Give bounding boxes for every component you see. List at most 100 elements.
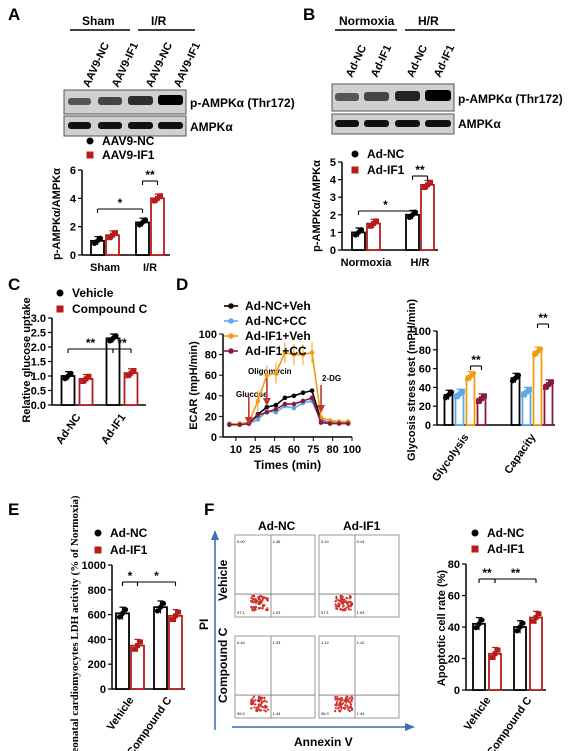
flow-event bbox=[260, 701, 263, 705]
data-point bbox=[460, 388, 465, 394]
legend-marker bbox=[351, 166, 359, 174]
flow-event bbox=[343, 704, 347, 707]
y-axis-label: Neonatal cardiomyocytes LDH activity (% … bbox=[69, 495, 81, 751]
flow-event bbox=[345, 697, 348, 700]
flow-event bbox=[337, 605, 341, 608]
flow-event bbox=[348, 595, 352, 598]
bar bbox=[465, 375, 476, 426]
data-point bbox=[520, 620, 526, 626]
blot-band bbox=[425, 90, 451, 101]
flow-event bbox=[348, 709, 351, 712]
series-line bbox=[229, 351, 349, 426]
flow-row-label: Compound C bbox=[216, 627, 230, 703]
data-point bbox=[345, 421, 351, 426]
x-tick-label: Vehicle bbox=[462, 695, 494, 733]
y-tick-label: 60 bbox=[205, 370, 217, 382]
panel-letter-d: D bbox=[176, 275, 188, 294]
significance-label: ** bbox=[471, 353, 481, 367]
data-point bbox=[482, 393, 487, 399]
x-axis-label: Times (min) bbox=[254, 458, 321, 472]
data-point bbox=[227, 422, 232, 427]
blot-band bbox=[335, 120, 359, 127]
flow-event bbox=[343, 699, 346, 703]
flow-x-arrowhead bbox=[405, 723, 415, 731]
legend-label: Ad-IF1 bbox=[487, 542, 525, 556]
x-tick-label: Compound C bbox=[485, 695, 534, 751]
quadrant-value: 1.44 bbox=[357, 711, 366, 716]
flow-event bbox=[250, 596, 253, 600]
y-tick-label: 20 bbox=[448, 654, 460, 666]
flow-event bbox=[252, 606, 255, 609]
data-point bbox=[125, 373, 131, 379]
bar bbox=[543, 383, 554, 426]
flow-event bbox=[257, 703, 260, 706]
significance-label: ** bbox=[538, 311, 548, 325]
flow-event bbox=[256, 699, 260, 702]
flow-event bbox=[350, 700, 353, 703]
data-point bbox=[237, 422, 243, 427]
data-point bbox=[300, 398, 306, 404]
legend-marker bbox=[228, 348, 234, 354]
flow-event bbox=[258, 600, 261, 603]
data-point bbox=[479, 617, 485, 623]
y-tick-label: 0.5 bbox=[31, 386, 46, 398]
flow-event bbox=[339, 709, 342, 712]
data-point bbox=[113, 230, 118, 236]
significance-label: * bbox=[383, 198, 388, 212]
blot-b-total-label: AMPKα bbox=[458, 117, 501, 131]
x-tick-label: 60 bbox=[288, 444, 300, 456]
legend-marker bbox=[94, 546, 102, 554]
legend-marker bbox=[471, 545, 479, 553]
data-point bbox=[255, 413, 261, 418]
bar bbox=[168, 614, 183, 690]
2dg-annotation: 2-DG bbox=[322, 374, 341, 383]
flow-event bbox=[266, 607, 269, 610]
y-tick-label: 4 bbox=[70, 193, 77, 205]
flow-event bbox=[349, 608, 352, 611]
data-point bbox=[514, 628, 520, 634]
panel-letter-e: E bbox=[8, 500, 19, 519]
data-point bbox=[448, 389, 455, 395]
data-point bbox=[135, 643, 140, 649]
y-tick-label: 2 bbox=[70, 222, 76, 234]
flow-event bbox=[343, 707, 346, 710]
data-point bbox=[517, 624, 523, 630]
legend-label: Ad-NC+Veh bbox=[245, 299, 311, 313]
bar bbox=[135, 221, 150, 256]
data-point bbox=[537, 346, 544, 352]
panel-letter-b: B bbox=[303, 5, 315, 24]
flow-event bbox=[266, 708, 270, 711]
panel-letter-a: A bbox=[8, 5, 20, 24]
flow-event bbox=[252, 594, 255, 597]
quadrant-value: 0.14 bbox=[357, 539, 366, 544]
y-tick-label: 80 bbox=[419, 345, 431, 357]
blot-a-group-sham: Sham bbox=[82, 14, 115, 28]
quadrant-value: 1.93 bbox=[273, 610, 282, 615]
flow-event bbox=[334, 707, 337, 710]
data-point bbox=[264, 404, 270, 410]
legend-label: Ad-IF1 bbox=[110, 543, 148, 557]
legend-marker bbox=[351, 150, 359, 158]
x-tick-label: Ad-IF1 bbox=[99, 412, 128, 447]
blot-b-group-hr: H/R bbox=[418, 14, 439, 28]
blot-band bbox=[98, 122, 122, 129]
significance-label: ** bbox=[86, 336, 96, 350]
data-point bbox=[86, 373, 92, 379]
y-tick-label: 100 bbox=[199, 329, 217, 341]
blot-b-lane-label: Ad-IF1 bbox=[369, 43, 394, 79]
y-tick-label: 100 bbox=[413, 326, 431, 338]
legend-marker bbox=[94, 529, 102, 537]
data-point bbox=[336, 421, 342, 426]
bar bbox=[529, 616, 543, 691]
blot-b-phospho-label: p-AMPKα (Thr172) bbox=[458, 92, 563, 106]
flow-event bbox=[257, 695, 261, 698]
data-point bbox=[113, 333, 119, 339]
bar bbox=[532, 350, 543, 426]
data-point bbox=[473, 625, 479, 631]
flow-x-axis-label: Annexin V bbox=[294, 735, 353, 749]
